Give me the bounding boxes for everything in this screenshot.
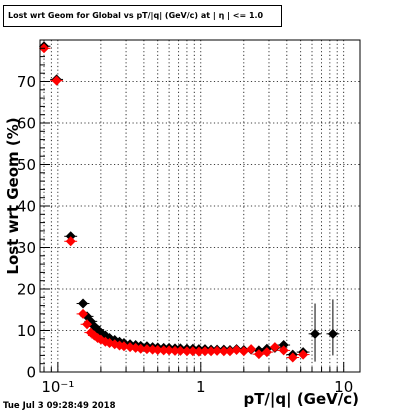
data-point-red [206, 346, 217, 357]
data-point-red [65, 236, 76, 247]
data-point-red [169, 345, 180, 356]
x-tick-label: 10⁻¹ [41, 378, 74, 396]
data-point-black [327, 328, 338, 339]
y-tick-label: 30 [17, 239, 36, 257]
y-tick-label: 70 [17, 73, 36, 91]
data-point-red [253, 349, 264, 360]
data-point-red [218, 346, 229, 357]
x-tick-label: 10 [334, 378, 353, 396]
axis-ticks [40, 39, 345, 373]
y-tick-label: 10 [17, 322, 36, 340]
data-point-red [287, 352, 298, 363]
data-point-red [141, 344, 152, 355]
data-point-red [199, 346, 210, 357]
x-tick-label: 1 [196, 378, 206, 396]
title-box: Lost wrt Geom for Global vs pT/|q| (GeV/… [3, 5, 282, 27]
data-point-red [278, 345, 289, 356]
data-point-red [269, 342, 280, 353]
y-tick-label: 60 [17, 115, 36, 133]
data-point-red [181, 346, 192, 357]
chart-title: Lost wrt Geom for Global vs pT/|q| (GeV/… [8, 11, 264, 20]
data-point-red [78, 308, 89, 319]
data-point-red [135, 343, 146, 354]
data-point-black [278, 340, 289, 351]
tick-labels: 10⁻¹ 1 10 0 10 20 30 40 50 60 70 [17, 73, 353, 396]
data-point-red [158, 345, 169, 356]
y-tick-label: 50 [17, 156, 36, 174]
y-tick-label: 20 [17, 281, 36, 299]
data-point-red [212, 345, 223, 356]
y-tick-label: 40 [17, 198, 36, 216]
data-point-red [231, 345, 242, 356]
data-point-red [224, 346, 235, 357]
data-point-black [78, 298, 89, 309]
data-point-black [310, 328, 321, 339]
data-point-red [175, 345, 186, 356]
data-point-red [298, 349, 309, 360]
data-point-red [164, 345, 175, 356]
data-point-red [193, 346, 204, 357]
data-point-red [152, 345, 163, 356]
data-point-red [261, 347, 272, 358]
datestamp: Tue Jul 3 09:28:49 2018 [3, 401, 116, 411]
y-tick-label: 0 [26, 364, 36, 382]
data-point-red [187, 346, 198, 357]
x-axis-label: pT/|q| (GeV/c) [243, 390, 359, 408]
data-point-red [82, 319, 93, 330]
data-point-red [246, 344, 257, 355]
data-point-red [238, 346, 249, 357]
data-point-red [51, 75, 62, 86]
data-markers [39, 41, 338, 363]
grid-layer [40, 40, 360, 372]
y-axis-label: Lost wrt Geom (%) [4, 117, 22, 275]
data-point-red [118, 341, 129, 352]
